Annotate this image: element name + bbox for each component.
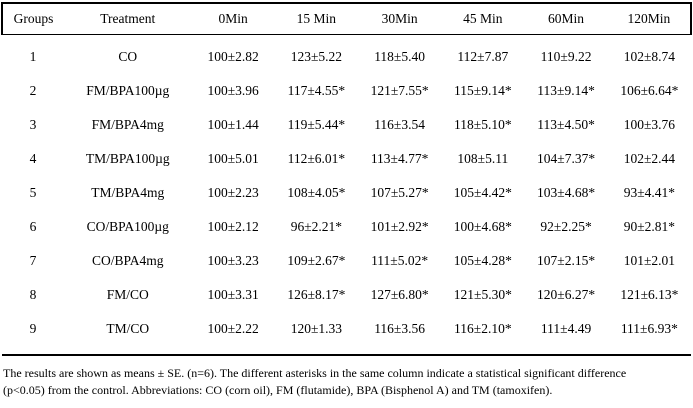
footnote: The results are shown as means ± SE. (n=… [1, 365, 692, 400]
value-cell: 100±4.68* [453, 219, 512, 234]
value-cell: 113±9.14* [537, 83, 595, 98]
value-cell: 107±5.27* [370, 185, 429, 200]
value-cell: 116±2.10* [454, 321, 512, 336]
value-cell: 108±5.11 [457, 151, 509, 166]
table-row: 6 CO/BPA100µg 100±2.12 96±2.21* 101±2.92* 100… [2, 210, 691, 244]
table-row: 2 FM/BPA100µg 100±3.96 117±4.55* 121±7.55* 11… [2, 74, 691, 108]
value-cell: 110±9.22 [540, 49, 592, 64]
value-cell: 121±5.30* [453, 287, 512, 302]
footnote-line-2: (p<0.05) from the control. Abbreviations… [3, 383, 553, 398]
value-cell: 90±2.81* [623, 219, 675, 234]
value-cell: 100±3.23 [207, 253, 259, 268]
value-cell: 111±6.93* [620, 321, 678, 336]
value-cell: 112±6.01* [287, 151, 346, 166]
table-row: 5 TM/BPA4mg 100±2.23 108±4.05* 107±5.27* 105±… [2, 176, 691, 210]
treatment-cell: TM/BPA4mg [91, 185, 165, 200]
value-cell: 112±7.87 [457, 49, 509, 64]
value-cell: 113±4.50* [537, 117, 595, 132]
value-cell: 113±4.77* [370, 151, 429, 166]
table-header: Groups Treatment 0Min 15 Min 30Min 45 Mi… [0, 2, 693, 35]
results-table: Groups Treatment 0Min 15 Min 30Min 45 Mi… [0, 2, 693, 356]
value-cell: 100±3.31 [207, 287, 259, 302]
group-cell: 2 [29, 83, 37, 98]
table-body: 1 CO 100±2.82 123±5.22 118±5.40 112±7.87 110±9… [2, 35, 691, 356]
value-cell: 92±2.25* [540, 219, 592, 234]
footnote-line-1: The results are shown as means ± SE. (n=… [3, 366, 627, 380]
treatment-cell: FM/CO [106, 287, 149, 302]
group-cell: 7 [29, 253, 37, 268]
value-cell: 101±2.92* [370, 219, 429, 234]
treatment-cell: FM/BPA100µg [86, 83, 170, 98]
column-header-30min: 30Min [357, 2, 442, 35]
column-header-45min: 45 Min [441, 2, 525, 35]
value-cell: 93±4.41* [623, 185, 675, 200]
value-cell: 118±5.40 [374, 49, 425, 64]
group-cell: 5 [29, 185, 37, 200]
value-cell: 120±6.27* [537, 287, 596, 302]
value-cell: 120±1.33 [290, 321, 342, 336]
value-cell: 121±6.13* [620, 287, 679, 302]
group-cell: 3 [29, 117, 37, 132]
treatment-cell: CO/BPA4mg [91, 253, 164, 268]
value-cell: 105±4.42* [453, 185, 512, 200]
column-header-treatment: Treatment [64, 2, 192, 35]
value-cell: 108±4.05* [287, 185, 346, 200]
group-cell: 8 [29, 287, 37, 302]
value-cell: 100±3.96 [207, 83, 259, 98]
value-cell: 100±5.01 [207, 151, 259, 166]
column-header-groups: Groups [0, 2, 65, 35]
value-cell: 116±3.54 [374, 117, 425, 132]
value-cell: 102±2.44 [623, 151, 675, 166]
value-cell: 111±4.49 [540, 321, 592, 336]
table-row: 1 CO 100±2.82 123±5.22 118±5.40 112±7.87 110±9… [2, 35, 691, 75]
value-cell: 100±2.82 [207, 49, 259, 64]
column-header-0min: 0Min [191, 2, 275, 35]
value-cell: 102±8.74 [623, 49, 675, 64]
value-cell: 100±2.12 [207, 219, 259, 234]
value-cell: 107±2.15* [537, 253, 596, 268]
group-cell: 4 [29, 151, 37, 166]
column-header-15min: 15 Min [274, 2, 358, 35]
treatment-cell: CO [118, 49, 138, 64]
table-row: 4 TM/BPA100µg 100±5.01 112±6.01* 113±4.77* 10… [2, 142, 691, 176]
treatment-cell: CO/BPA100µg [86, 219, 169, 234]
value-cell: 104±7.37* [537, 151, 596, 166]
value-cell: 127±6.80* [370, 287, 429, 302]
value-cell: 126±8.17* [287, 287, 346, 302]
table-row: 8 FM/CO 100±3.31 126±8.17* 127±6.80* 121±5.30… [2, 278, 691, 312]
value-cell: 100±2.22 [207, 321, 259, 336]
value-cell: 119±5.44* [287, 117, 346, 132]
group-cell: 1 [29, 49, 37, 64]
group-cell: 6 [29, 219, 37, 234]
group-cell: 9 [29, 321, 37, 336]
table-row: 9 TM/CO 100±2.22 120±1.33 116±3.56 116±2.10* 1… [2, 312, 691, 355]
value-cell: 117±4.55* [287, 83, 346, 98]
value-cell: 109±2.67* [287, 253, 346, 268]
value-cell: 100±2.23 [207, 185, 259, 200]
value-cell: 96±2.21* [290, 219, 342, 234]
value-cell: 111±5.02* [371, 253, 429, 268]
treatment-cell: FM/BPA4mg [91, 117, 164, 132]
treatment-cell: TM/CO [106, 321, 150, 336]
value-cell: 105±4.28* [453, 253, 512, 268]
table-row: 3 FM/BPA4mg 100±1.44 119±5.44* 116±3.54 118±5… [2, 108, 691, 142]
column-header-60min: 60Min [524, 2, 608, 35]
table-row: 7 CO/BPA4mg 100±3.23 109±2.67* 111±5.02* 105±… [2, 244, 691, 278]
value-cell: 116±3.56 [374, 321, 425, 336]
value-cell: 121±7.55* [370, 83, 429, 98]
value-cell: 118±5.10* [454, 117, 512, 132]
value-cell: 103±4.68* [537, 185, 596, 200]
value-cell: 100±3.76 [623, 117, 675, 132]
value-cell: 101±2.01 [623, 253, 675, 268]
value-cell: 106±6.64* [620, 83, 679, 98]
value-cell: 123±5.22 [290, 49, 342, 64]
treatment-cell: TM/BPA100µg [85, 151, 170, 166]
column-header-120min: 120Min [607, 2, 693, 35]
value-cell: 115±9.14* [454, 83, 512, 98]
header-row: Groups Treatment 0Min 15 Min 30Min 45 Mi… [0, 2, 693, 35]
value-cell: 100±1.44 [207, 117, 259, 132]
